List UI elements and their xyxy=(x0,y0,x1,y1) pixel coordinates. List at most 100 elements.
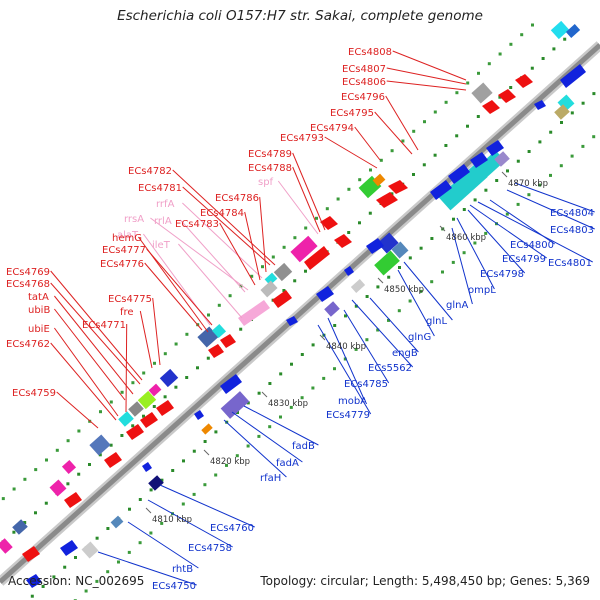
forward-gene-label[interactable]: ECs4784 xyxy=(200,208,244,219)
forward-gene-label[interactable]: spf xyxy=(258,177,274,188)
gene-arrow[interactable] xyxy=(220,334,236,348)
gene-block[interactable] xyxy=(137,390,157,410)
gene-block[interactable] xyxy=(61,459,77,475)
gene-block[interactable] xyxy=(220,391,250,419)
forward-gene-label[interactable]: fre xyxy=(120,307,134,318)
gene-arrow[interactable] xyxy=(344,266,354,276)
forward-gene-label[interactable]: tatA xyxy=(28,292,49,303)
forward-gene-label[interactable]: ECs4759 xyxy=(12,388,56,399)
gene-arrow[interactable] xyxy=(366,238,384,254)
gene-block[interactable] xyxy=(391,241,409,259)
forward-gene-label[interactable]: rrsA xyxy=(124,214,144,225)
gene-arrow[interactable] xyxy=(208,344,224,358)
reverse-gene-label[interactable]: ECs4801 xyxy=(548,258,592,269)
gene-arrow[interactable] xyxy=(534,100,546,110)
forward-gene-label[interactable]: hemG xyxy=(112,233,142,244)
gene-arrow[interactable] xyxy=(220,374,242,394)
gene-block[interactable] xyxy=(273,262,293,282)
gene-block[interactable] xyxy=(211,323,227,339)
forward-gene-label[interactable]: ECs4762 xyxy=(6,339,50,350)
reverse-gene-label[interactable]: engB xyxy=(392,348,418,359)
gene-block[interactable] xyxy=(374,250,400,276)
gene-block[interactable] xyxy=(324,301,340,317)
reverse-gene-label[interactable]: rfaH xyxy=(260,473,281,484)
forward-gene-label[interactable]: alaT xyxy=(117,230,139,241)
reverse-gene-label[interactable]: ompL xyxy=(468,285,496,296)
gene-arrow[interactable] xyxy=(334,234,352,248)
reverse-gene-label[interactable]: ECs4800 xyxy=(510,240,554,251)
gene-arrow[interactable] xyxy=(560,64,586,88)
forward-gene-label[interactable]: ECs4777 xyxy=(102,245,146,256)
forward-gene-label[interactable]: ECs4783 xyxy=(175,219,219,230)
gene-arrow[interactable] xyxy=(142,462,152,472)
forward-gene-label[interactable]: ECs4781 xyxy=(138,183,182,194)
gene-block[interactable] xyxy=(201,423,213,435)
gene-arrow[interactable] xyxy=(194,410,204,420)
forward-gene-label[interactable]: ECs4794 xyxy=(310,123,354,134)
forward-gene-label[interactable]: ECs4793 xyxy=(280,133,324,144)
gene-arrow[interactable] xyxy=(60,540,78,556)
forward-gene-label[interactable]: rrlA xyxy=(154,216,172,227)
reverse-gene-label[interactable]: ECs4750 xyxy=(152,581,196,592)
forward-gene-label[interactable]: ECs4786 xyxy=(215,193,259,204)
gene-arrow[interactable] xyxy=(126,424,144,440)
forward-gene-label[interactable]: ECs4788 xyxy=(248,163,292,174)
reverse-gene-label[interactable]: glnL xyxy=(426,316,447,327)
reverse-gene-label[interactable]: mobA xyxy=(338,396,367,407)
reverse-gene-label[interactable]: ECs4798 xyxy=(480,269,524,280)
reverse-gene-label[interactable]: ECs4785 xyxy=(344,379,388,390)
gene-block[interactable] xyxy=(438,163,488,211)
gene-block[interactable] xyxy=(81,541,99,559)
gene-block[interactable] xyxy=(128,401,144,417)
reverse-gene-label[interactable]: ECs4803 xyxy=(550,225,594,236)
gene-arrow[interactable] xyxy=(304,246,330,270)
gene-block[interactable] xyxy=(89,434,111,456)
gene-block[interactable] xyxy=(377,232,399,254)
gene-block[interactable] xyxy=(565,24,581,38)
forward-gene-label[interactable]: ECs4808 xyxy=(348,47,392,58)
gene-arrow[interactable] xyxy=(238,300,270,326)
forward-gene-label[interactable]: ubiB xyxy=(28,305,50,316)
gene-arrow[interactable] xyxy=(482,100,500,114)
reverse-gene-label[interactable]: fadB xyxy=(292,441,315,452)
gene-arrow[interactable] xyxy=(286,316,298,326)
gene-arrow[interactable] xyxy=(64,492,82,508)
forward-gene-label[interactable]: ECs4769 xyxy=(6,267,50,278)
reverse-gene-label[interactable]: glnA xyxy=(446,300,468,311)
reverse-gene-label[interactable]: fadA xyxy=(276,458,299,469)
forward-gene-label[interactable]: rrfA xyxy=(156,199,175,210)
forward-gene-label[interactable]: ECs4771 xyxy=(82,320,126,331)
gene-block[interactable] xyxy=(148,383,162,397)
forward-gene-label[interactable]: ECs4776 xyxy=(100,259,144,270)
reverse-gene-label[interactable]: ECs4760 xyxy=(210,523,254,534)
gene-arrow[interactable] xyxy=(26,574,42,588)
gene-arrow[interactable] xyxy=(320,216,338,230)
forward-gene-label[interactable]: ECs4782 xyxy=(128,166,172,177)
gene-block[interactable] xyxy=(372,173,386,187)
forward-gene-label[interactable]: ileT xyxy=(152,240,171,251)
reverse-gene-label[interactable]: rhtB xyxy=(172,564,193,575)
gene-block[interactable] xyxy=(49,479,67,497)
gene-block[interactable] xyxy=(471,82,493,104)
gene-arrow[interactable] xyxy=(376,192,398,208)
forward-gene-label[interactable]: ECs4768 xyxy=(6,279,50,290)
gene-block[interactable] xyxy=(290,235,318,263)
gene-block[interactable] xyxy=(264,272,278,286)
gene-arrow[interactable] xyxy=(272,290,292,308)
gene-block[interactable] xyxy=(118,411,134,427)
reverse-gene-label[interactable]: glnG xyxy=(408,332,431,343)
forward-gene-label[interactable]: ECs4775 xyxy=(108,294,152,305)
gene-block[interactable] xyxy=(0,538,13,554)
gene-block[interactable] xyxy=(550,20,570,40)
reverse-gene-label[interactable]: ECs4804 xyxy=(550,208,594,219)
gene-block[interactable] xyxy=(350,279,366,293)
gene-arrow[interactable] xyxy=(515,74,533,88)
gene-block[interactable] xyxy=(494,151,510,167)
gene-block[interactable] xyxy=(260,280,278,298)
forward-gene-label[interactable]: ECs4796 xyxy=(341,92,385,103)
gene-arrow[interactable] xyxy=(104,452,122,468)
gene-arrow[interactable] xyxy=(486,140,504,156)
reverse-gene-label[interactable]: ECs4779 xyxy=(326,410,370,421)
gene-arrow[interactable] xyxy=(448,164,470,184)
reverse-gene-label[interactable]: ECs4799 xyxy=(502,254,546,265)
